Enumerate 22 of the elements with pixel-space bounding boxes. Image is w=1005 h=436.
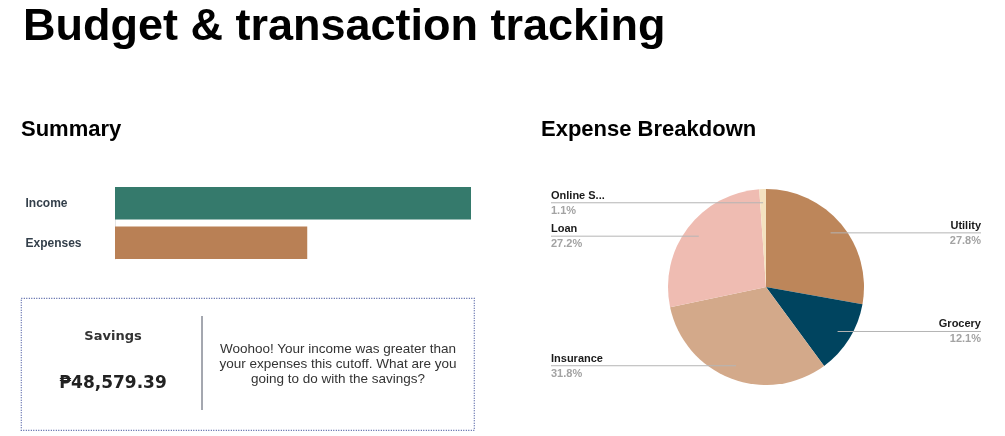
data-label: 27.2% (551, 237, 583, 250)
slice-label: Grocery (938, 317, 982, 330)
y-tick-label: Income (25, 196, 68, 211)
pie-slice (670, 287, 825, 385)
text: Woohoo! Your income was greater than your expenses this cutoff. What are you going to do with the savings? (219, 341, 457, 386)
chart-title: Expense Breakdown (541, 116, 757, 141)
slice-label: Online S... (551, 188, 605, 201)
text: Budget & transaction tracking (23, 0, 666, 50)
slice-label: Utility (950, 218, 982, 231)
pie-slice (668, 189, 766, 308)
pie-slice (766, 189, 864, 305)
text: ₱48,579.39 (59, 372, 167, 392)
y-tick-label: Expenses (25, 235, 82, 250)
data-label: 12.1% (949, 332, 982, 345)
data-label: 27.8% (949, 233, 982, 246)
data-label: 31.8% (551, 366, 583, 379)
text: Savings (84, 328, 142, 343)
pie-slice (766, 287, 863, 366)
chart-title: Summary (21, 116, 123, 141)
slice-label: Insurance (551, 351, 603, 364)
slice-label: Loan (551, 222, 578, 235)
data-label: 1.1% (551, 203, 577, 216)
